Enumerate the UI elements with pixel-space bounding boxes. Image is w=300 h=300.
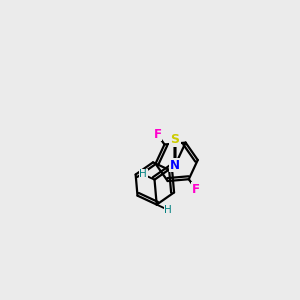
Text: F: F bbox=[153, 128, 161, 141]
Text: S: S bbox=[170, 133, 179, 146]
Text: N: N bbox=[170, 133, 180, 146]
Text: N: N bbox=[170, 133, 180, 146]
Text: H: H bbox=[140, 169, 147, 179]
Text: H: H bbox=[164, 205, 172, 215]
Text: N: N bbox=[170, 159, 180, 172]
Text: N: N bbox=[170, 133, 180, 146]
Text: F: F bbox=[192, 183, 200, 196]
